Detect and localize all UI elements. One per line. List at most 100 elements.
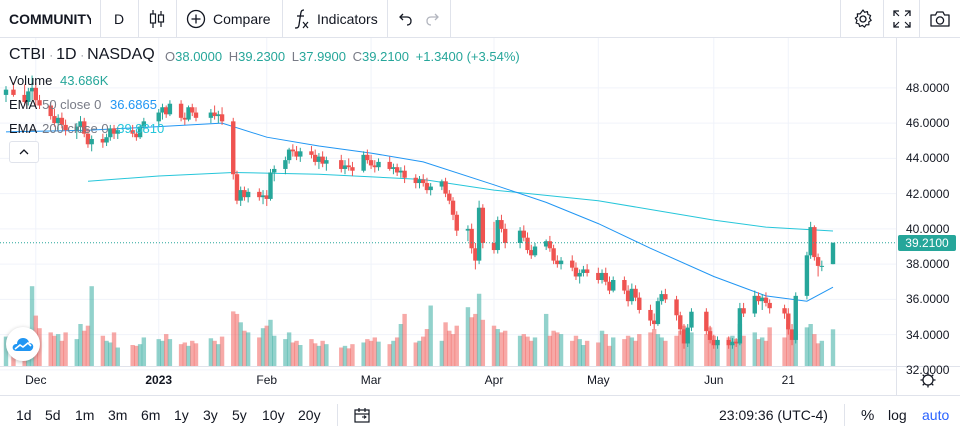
time-axis-settings-icon[interactable] xyxy=(920,372,936,388)
candle-body xyxy=(100,138,106,143)
volume-bar xyxy=(815,343,821,366)
volume-bar xyxy=(55,334,61,366)
top-toolbar: COMMUNITY D Compare Indicators xyxy=(0,0,960,38)
clock-time[interactable]: 23:09:36 (UTC-4) xyxy=(719,407,828,423)
undo-button[interactable] xyxy=(396,0,414,38)
indicators-button[interactable]: Indicators xyxy=(292,0,378,38)
collapse-legend-button[interactable] xyxy=(9,141,39,163)
range-button-10y[interactable]: 10y xyxy=(262,407,285,423)
auto-scale-toggle[interactable]: auto xyxy=(922,407,950,423)
date-range-button[interactable] xyxy=(353,396,371,434)
interval-button[interactable]: D xyxy=(114,11,125,27)
chart-logo[interactable] xyxy=(6,327,40,361)
candle xyxy=(603,267,608,286)
candle xyxy=(737,302,743,346)
toolbar-divider xyxy=(337,404,338,426)
y-tick-label: 42.0000 xyxy=(906,186,950,201)
range-button-1y[interactable]: 1y xyxy=(174,407,189,423)
fullscreen-button[interactable] xyxy=(892,0,912,38)
range-button-5y[interactable]: 5y xyxy=(232,407,247,423)
range-button-6m[interactable]: 6m xyxy=(141,407,161,423)
candle-body xyxy=(577,272,582,277)
candle-body xyxy=(212,112,217,117)
range-button-20y[interactable]: 20y xyxy=(298,407,321,423)
log-scale-toggle[interactable]: log xyxy=(888,407,907,423)
volume-bar xyxy=(637,334,642,366)
candle xyxy=(387,156,392,171)
candle xyxy=(100,133,106,148)
candle-body xyxy=(216,114,221,117)
volume-bar xyxy=(89,286,94,366)
candle-body xyxy=(104,137,109,143)
range-button-3m[interactable]: 3m xyxy=(108,407,128,423)
candle xyxy=(3,86,9,102)
volume-label: Volume xyxy=(9,73,53,88)
candle xyxy=(439,179,445,191)
candle xyxy=(368,154,374,169)
candle xyxy=(231,117,236,180)
candle xyxy=(648,304,653,326)
snapshot-button[interactable] xyxy=(929,0,951,38)
candle xyxy=(59,112,65,129)
candle xyxy=(55,114,61,131)
candle xyxy=(238,186,243,206)
last-price-label: 39.2100 xyxy=(898,234,956,251)
fullscreen-icon xyxy=(893,10,911,28)
toolbar-divider xyxy=(844,404,845,426)
candle-body xyxy=(521,230,527,238)
volume-bar xyxy=(558,334,564,366)
volume-bar xyxy=(264,325,269,366)
volume-bar xyxy=(532,337,538,366)
candle xyxy=(707,325,713,344)
candle xyxy=(633,285,638,302)
volume-bar xyxy=(819,340,825,366)
volume-bar xyxy=(63,332,68,366)
close-value: 39.2100 xyxy=(362,49,410,64)
symbol-search-button[interactable]: COMMUNITY xyxy=(9,11,91,27)
price-chart[interactable] xyxy=(0,38,960,395)
redo-button[interactable] xyxy=(424,0,442,38)
chart-type-button[interactable] xyxy=(148,0,166,38)
candle xyxy=(257,188,262,201)
candle-body xyxy=(704,311,709,332)
candle-body xyxy=(659,294,664,302)
volume-bar xyxy=(726,337,731,366)
volume-bar xyxy=(178,344,184,366)
volume-bar xyxy=(551,330,556,366)
symbol-legend: CTBI · 1D · NASDAQ xyxy=(9,46,155,63)
candle xyxy=(156,109,161,127)
ema50-legend[interactable]: EMA 50 close 0 36.6865 xyxy=(9,97,157,112)
candle-body xyxy=(763,297,769,303)
indicators-label: Indicators xyxy=(317,11,378,27)
volume-bar xyxy=(648,332,653,366)
percent-scale-toggle[interactable]: % xyxy=(861,406,875,424)
range-button-1m[interactable]: 1m xyxy=(75,407,95,423)
candle-body xyxy=(339,160,344,169)
candle xyxy=(517,227,523,249)
candle-body xyxy=(752,295,757,314)
volume-legend[interactable]: Volume 43.686K xyxy=(9,73,108,88)
volume-bar xyxy=(231,311,236,366)
candle xyxy=(365,149,370,164)
volume-bar xyxy=(659,337,664,366)
volume-bar xyxy=(767,327,772,366)
range-button-3y[interactable]: 3y xyxy=(203,407,218,423)
settings-button[interactable] xyxy=(852,0,874,38)
volume-bar xyxy=(368,340,374,366)
candle xyxy=(22,84,27,106)
range-button-5d[interactable]: 5d xyxy=(45,407,61,423)
candle xyxy=(309,146,314,159)
volume-bar xyxy=(361,342,366,366)
candle xyxy=(52,109,57,127)
compare-button[interactable]: Compare xyxy=(186,0,271,38)
volume-bar xyxy=(607,345,612,366)
ema200-legend[interactable]: EMA 200 close 0 39.8810 xyxy=(9,121,164,136)
function-icon xyxy=(294,9,309,29)
volume-bar xyxy=(398,324,404,366)
candle-body xyxy=(290,149,296,152)
range-button-1d[interactable]: 1d xyxy=(16,407,32,423)
candle-body xyxy=(85,133,91,145)
toolbar-divider xyxy=(100,0,101,38)
candle-body xyxy=(242,190,247,198)
volume-bar xyxy=(130,345,135,366)
